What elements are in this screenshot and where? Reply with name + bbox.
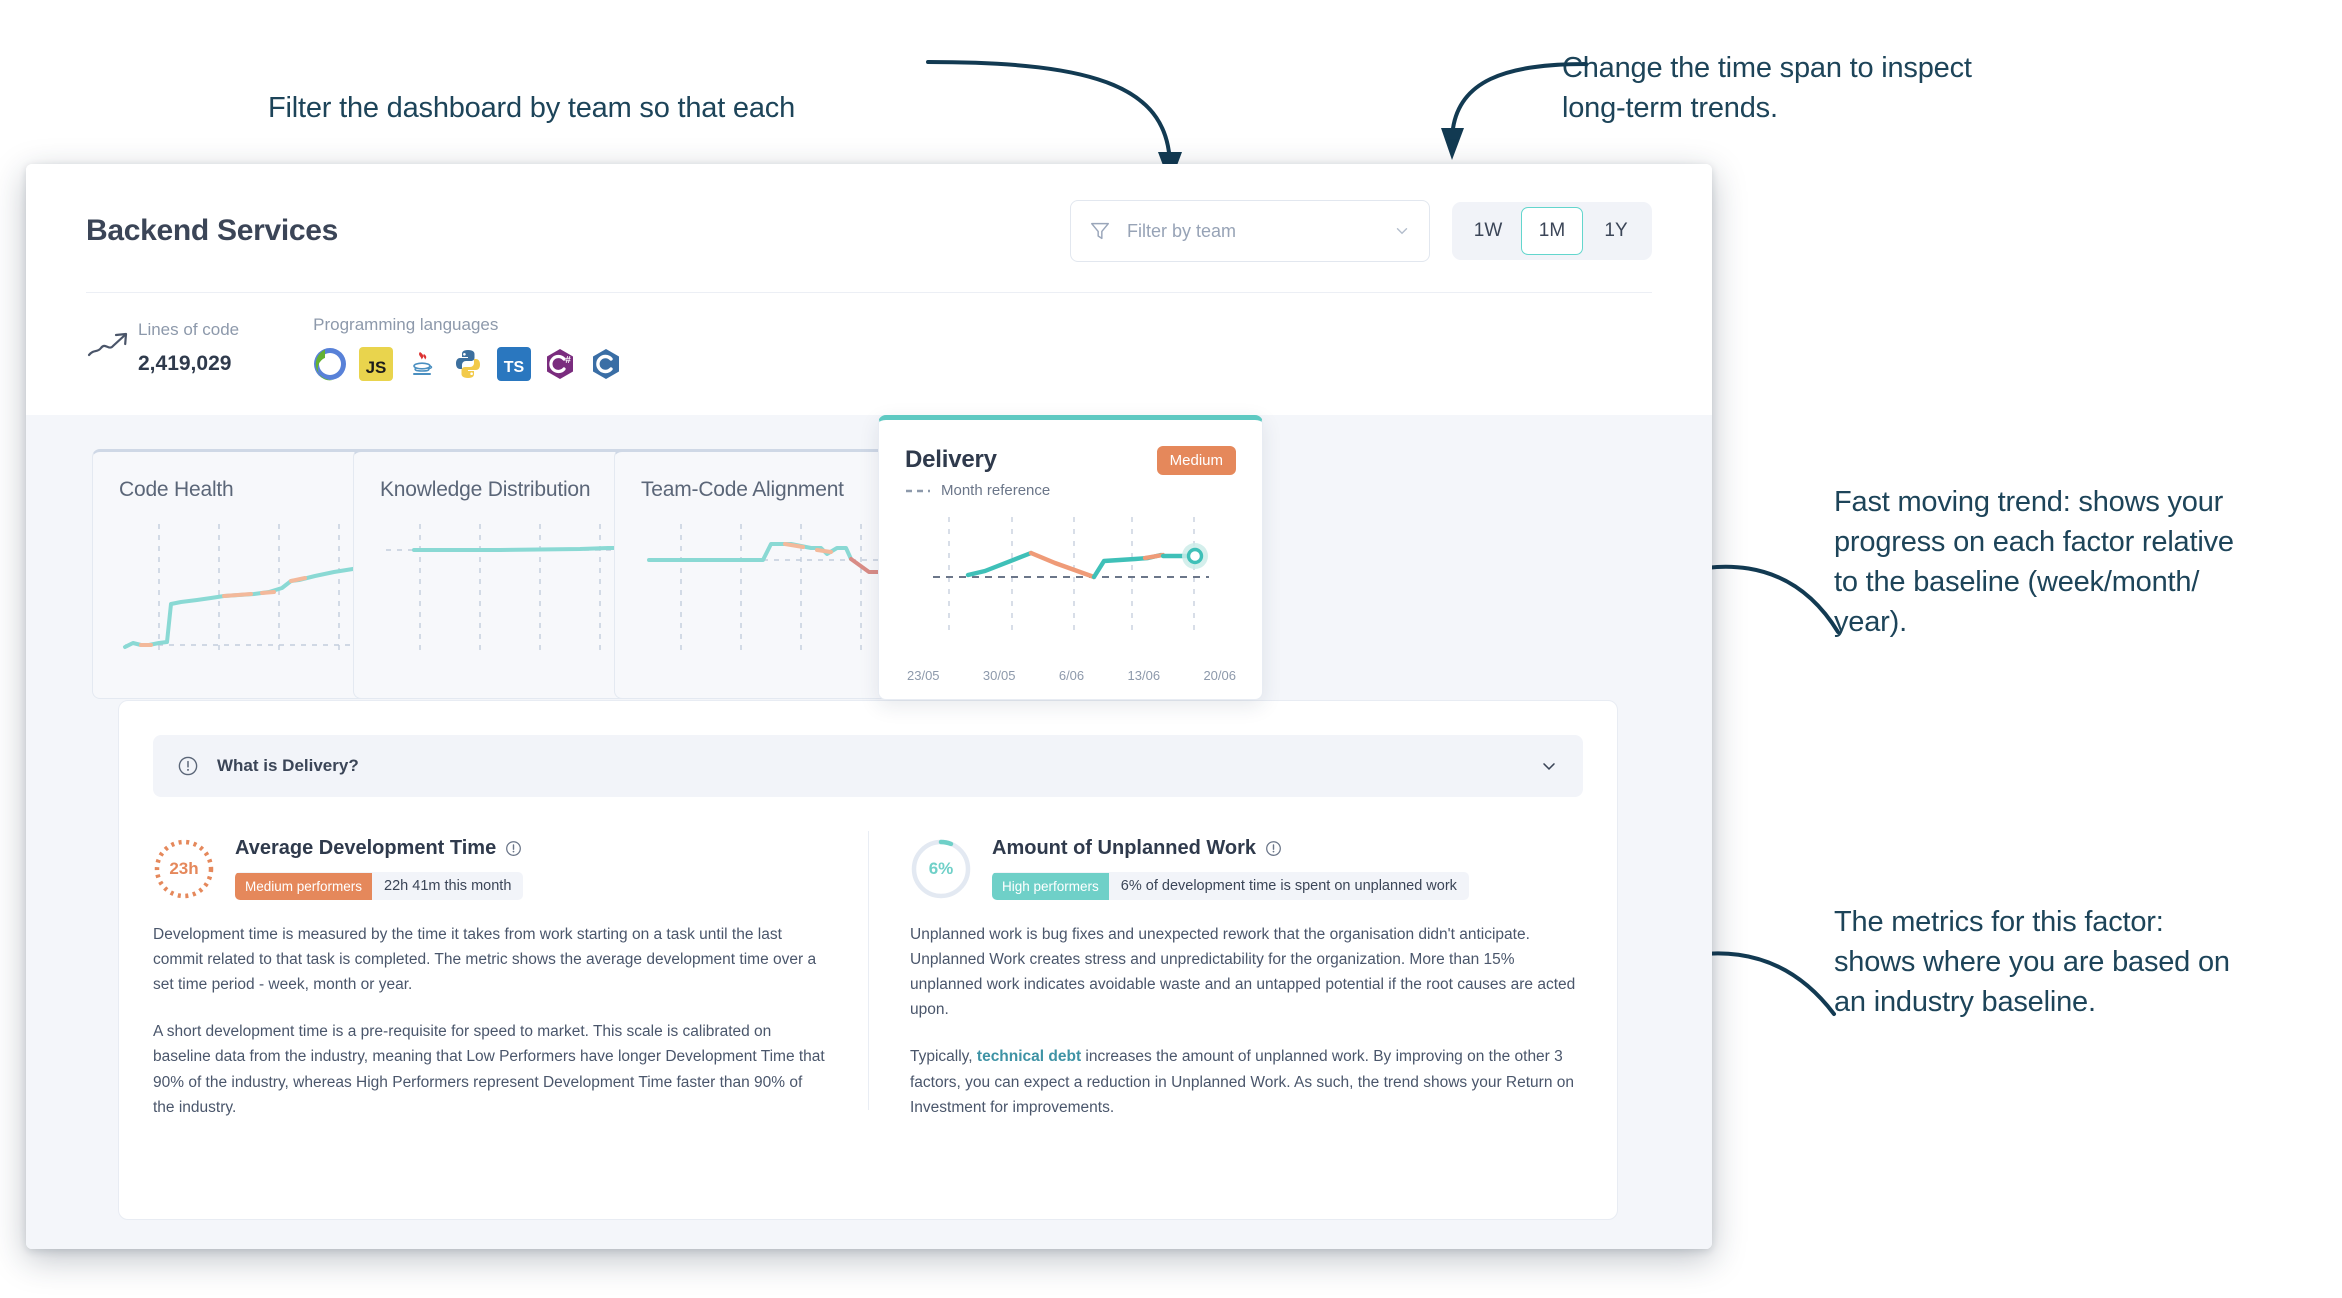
axis-tick: 23/05	[907, 668, 940, 683]
javascript-icon: JS	[359, 347, 394, 381]
metric-paragraph: Typically, technical debt increases the …	[910, 1044, 1583, 1119]
java-icon	[413, 352, 433, 375]
metric-summary-text: 6% of development time is spent on unpla…	[1120, 878, 1457, 894]
status-badge: Medium	[1156, 446, 1236, 475]
factor-card-delivery[interactable]: Delivery Month reference Medium	[878, 415, 1263, 700]
timespan-1y[interactable]: 1Y	[1604, 220, 1628, 241]
info-circle-icon	[178, 756, 198, 776]
metric-amount-of-unplanned-work: 6% Amount of Unplanned Work	[868, 831, 1583, 1120]
language-icon-list: JS	[313, 347, 623, 381]
factor-card-row: Code Health Healthy	[26, 415, 1712, 700]
page-title: Backend Services	[86, 214, 339, 247]
funnel-icon	[1091, 222, 1109, 240]
annotation-timespan: Change the time span to inspect long-ter…	[1562, 52, 1972, 125]
factor-title: Knowledge Distribution	[380, 478, 591, 501]
c-icon	[593, 349, 620, 379]
axis-tick: 13/06	[1127, 668, 1161, 683]
typescript-icon: TS	[497, 347, 532, 381]
metric-summary: Medium performers 22h 41m this month	[235, 872, 524, 900]
annotation-filter-line1: Filter the dashboard by team so that eac…	[268, 92, 795, 125]
accordion-title: What is Delivery?	[217, 756, 359, 775]
performer-tag: High performers	[992, 872, 1109, 900]
factor-title: Code Health	[119, 478, 234, 501]
metric-title-text: Average Development Time	[235, 837, 497, 859]
axis-tick: 20/06	[1203, 668, 1236, 683]
info-circle-icon[interactable]	[505, 840, 522, 857]
header-divider	[86, 292, 1652, 293]
technical-debt-link[interactable]: technical debt	[976, 1048, 1082, 1066]
lines-of-code-value: 2,419,029	[138, 352, 232, 375]
metric-paragraph-text: increases the amount of unplanned work. …	[910, 1048, 1574, 1116]
factor-title: Team-Code Alignment	[641, 478, 844, 501]
dashed-line-icon	[906, 489, 930, 492]
metric-average-development-time: 23h Average Development Time	[153, 837, 868, 1120]
metric-title: Average Development Time	[235, 837, 523, 860]
metric-paragraph-text: Typically,	[910, 1048, 977, 1066]
svg-text:JS: JS	[366, 358, 387, 377]
gauge-value: 23h	[169, 858, 199, 878]
dashboard-board: Code Health Healthy	[26, 415, 1712, 1249]
chart-legend-label: Month reference	[941, 482, 1051, 499]
annotation-trend: Fast moving trend: shows your progress o…	[1834, 486, 2234, 639]
trend-up-icon	[86, 329, 138, 368]
filter-by-team-select[interactable]: Filter by team	[1070, 200, 1430, 262]
timespan-1w[interactable]: 1W	[1473, 220, 1503, 241]
delivery-chart	[933, 517, 1209, 631]
stats-row: Lines of code 2,419,029 Programming lang…	[86, 293, 1652, 415]
chart-legend: Month reference	[905, 482, 1050, 499]
metric-summary-text: 22h 41m this month	[384, 878, 512, 894]
axis-tick: 6/06	[1058, 668, 1085, 683]
python-icon	[456, 350, 481, 378]
header-controls: Filter by team 1W 1M 1Y	[1070, 200, 1652, 262]
app-window: Backend Services Filter by team 1W 1M	[26, 164, 1712, 1249]
factor-title: Delivery	[905, 446, 997, 473]
csharp-icon: #	[547, 349, 574, 379]
metric-title-text: Amount of Unplanned Work	[992, 837, 1257, 859]
clojure-icon	[314, 348, 347, 381]
metrics-row: 23h Average Development Time	[153, 797, 1583, 1120]
timespan-toggle-group: 1W 1M 1Y	[1452, 202, 1652, 260]
gauge-value: 6%	[928, 858, 954, 878]
metric-title: Amount of Unplanned Work	[992, 837, 1469, 860]
filter-placeholder: Filter by team	[1127, 220, 1237, 241]
lines-of-code-label: Lines of code	[138, 320, 240, 339]
app-header: Backend Services Filter by team 1W 1M	[26, 164, 1712, 415]
svg-text:TS: TS	[504, 359, 525, 376]
timespan-1m[interactable]: 1M	[1521, 207, 1583, 255]
gauge-amount-of-unplanned-work: 6%	[910, 838, 972, 900]
annotation-metrics: The metrics for this factor: shows where…	[1834, 906, 2230, 1019]
delivery-chart-axis: 23/05 30/05 6/06 13/06 20/06	[905, 668, 1238, 683]
programming-languages-stat: Programming languages JS	[313, 315, 623, 381]
info-circle-icon[interactable]	[1265, 840, 1282, 857]
chevron-down-icon	[1396, 228, 1408, 235]
metric-paragraph: A short development time is a pre-requis…	[153, 1023, 825, 1116]
chevron-down-icon[interactable]	[1539, 756, 1559, 776]
what-is-delivery-accordion[interactable]: What is Delivery?	[153, 735, 1583, 797]
metric-paragraph: Development time is measured by the time…	[153, 926, 817, 994]
axis-tick: 30/05	[982, 668, 1016, 683]
factor-detail-panel: What is Delivery? 23h	[118, 700, 1618, 1220]
metric-paragraph: Unplanned work is bug fixes and unexpect…	[910, 926, 1576, 1019]
performer-tag: Medium performers	[235, 872, 373, 900]
metric-summary: High performers 6% of development time i…	[992, 872, 1469, 900]
svg-text:#: #	[565, 355, 571, 366]
programming-languages-label: Programming languages	[313, 315, 499, 334]
lines-of-code-stat: Lines of code 2,419,029	[138, 320, 239, 376]
gauge-average-development-time: 23h	[153, 838, 215, 900]
